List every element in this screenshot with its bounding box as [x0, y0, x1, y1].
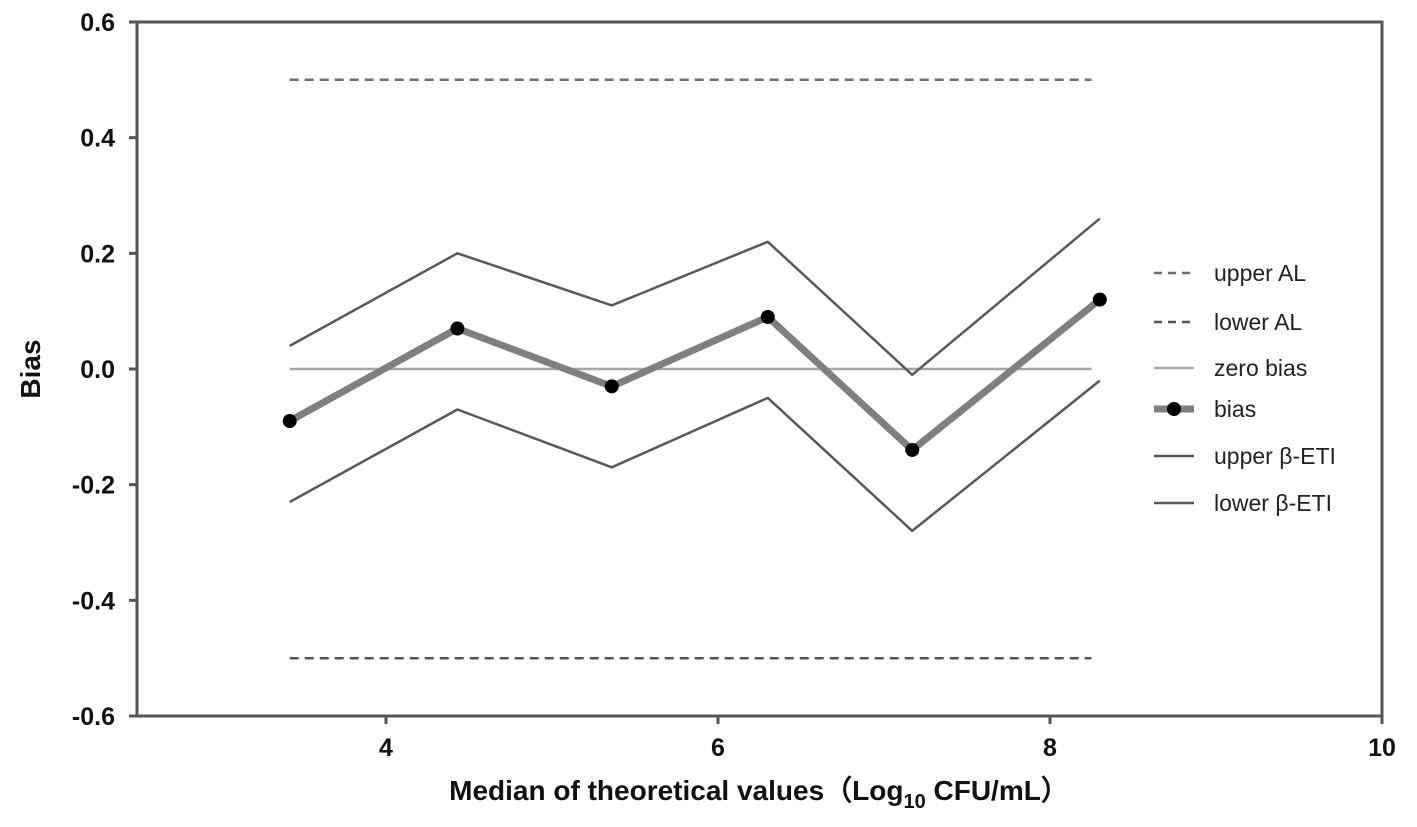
x-axis-title-main: Median of theoretical values（Log — [449, 774, 903, 806]
series-point-bias — [1092, 292, 1107, 307]
legend-item-zero-bias: zero bias — [1154, 355, 1307, 381]
y-tick-label: 0.6 — [80, 9, 115, 37]
y-axis-ticks: -0.6 -0.4 -0.2 0.0 0.2 0.4 0.6 — [72, 9, 137, 731]
legend-item-upper-al: upper AL — [1154, 260, 1306, 286]
series-line-bias — [288, 296, 1102, 454]
legend-label: bias — [1214, 396, 1256, 422]
y-tick-label: -0.6 — [72, 703, 115, 731]
x-tick-label: 8 — [1043, 734, 1057, 762]
x-axis-ticks: 4 6 8 10 — [379, 716, 1396, 762]
x-axis-title-tail: CFU/mL） — [926, 774, 1069, 806]
legend-item-upper-beta-eti: upper β-ETI — [1154, 443, 1336, 469]
x-axis-title-subscript: 10 — [903, 791, 925, 813]
series-point-bias — [604, 379, 619, 394]
legend-label: zero bias — [1214, 355, 1307, 381]
x-axis-title: Median of theoretical values（Log10 CFU/m… — [449, 774, 1069, 813]
legend-item-lower-beta-eti: lower β-ETI — [1154, 490, 1332, 516]
legend-label: upper AL — [1214, 260, 1306, 286]
series-point-bias — [282, 414, 297, 429]
legend-item-bias: bias — [1154, 396, 1256, 422]
series-line-upper-beta-eti — [289, 217, 1101, 377]
series-point-bias — [450, 321, 465, 336]
y-tick-label: 0.4 — [80, 125, 115, 153]
legend-label: lower AL — [1214, 309, 1302, 335]
series-line-lower-beta-eti — [289, 379, 1101, 533]
legend: upper AL lower AL zero bias bias upper β-ETI… — [1154, 260, 1336, 516]
legend-marker — [1167, 402, 1181, 416]
y-tick-label: 0.2 — [80, 240, 115, 268]
y-tick-label: -0.2 — [72, 472, 115, 500]
series-point-bias — [760, 309, 775, 324]
x-tick-label: 10 — [1368, 734, 1396, 762]
legend-label: upper β-ETI — [1214, 443, 1336, 469]
x-tick-label: 4 — [379, 734, 393, 762]
y-tick-label: -0.4 — [72, 587, 115, 615]
y-tick-label: 0.0 — [80, 356, 115, 384]
x-tick-label: 6 — [711, 734, 725, 762]
y-axis-title: Bias — [15, 339, 46, 398]
series-point-bias — [905, 442, 920, 457]
legend-label: lower β-ETI — [1214, 490, 1332, 516]
series-layer — [282, 78, 1107, 660]
legend-item-lower-al: lower AL — [1154, 309, 1302, 335]
